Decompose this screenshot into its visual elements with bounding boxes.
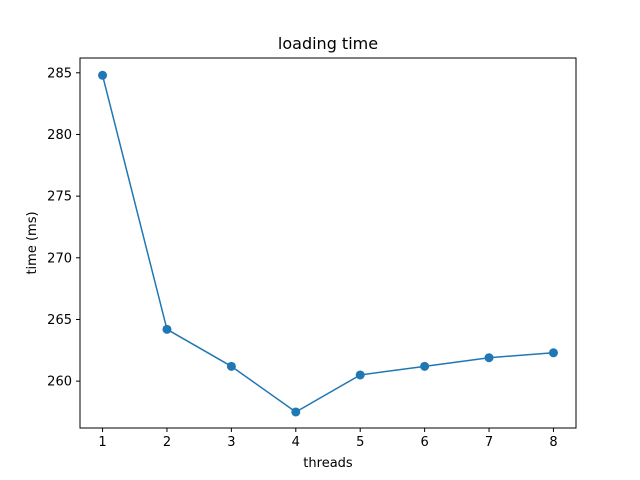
data-point xyxy=(484,353,494,363)
axes-frame xyxy=(79,57,577,429)
data-point xyxy=(226,361,236,371)
x-axis: 1 2 3 4 5 6 7 8 xyxy=(98,428,558,450)
x-tick-label: 6 xyxy=(420,435,428,450)
y-tick-label: 260 xyxy=(47,375,72,390)
y-axis: 260 265 270 275 280 285 xyxy=(47,66,80,390)
x-tick-label: 8 xyxy=(549,435,557,450)
x-tick-label: 1 xyxy=(98,435,106,450)
data-point xyxy=(420,361,430,371)
data-point xyxy=(548,348,558,358)
x-axis-label: threads xyxy=(303,456,353,471)
y-tick-label: 280 xyxy=(47,128,72,143)
x-tick-label: 3 xyxy=(227,435,235,450)
x-tick-label: 7 xyxy=(485,435,493,450)
plot-area xyxy=(98,70,558,417)
chart-title: loading time xyxy=(278,34,378,53)
series-line xyxy=(101,75,554,413)
data-point xyxy=(98,70,108,80)
y-tick-label: 265 xyxy=(47,313,72,328)
data-point xyxy=(291,407,301,417)
y-tick-label: 275 xyxy=(47,190,72,205)
data-point xyxy=(162,324,172,334)
y-tick-label: 270 xyxy=(47,251,72,266)
x-tick-label: 2 xyxy=(163,435,171,450)
x-tick-label: 4 xyxy=(292,435,300,450)
y-axis-label: time (ms) xyxy=(25,211,40,274)
data-point xyxy=(355,370,365,380)
y-tick-label: 285 xyxy=(47,66,72,81)
x-tick-label: 5 xyxy=(356,435,364,450)
